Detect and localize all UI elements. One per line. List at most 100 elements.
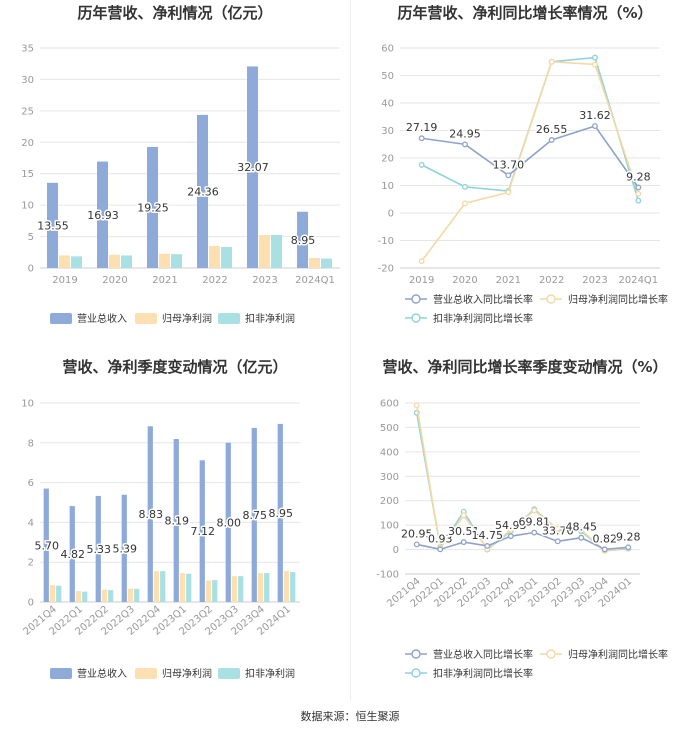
bar-revenue bbox=[121, 494, 127, 602]
bar-revenue bbox=[251, 427, 257, 603]
legend-marker bbox=[411, 649, 421, 659]
y-tick-label: 600 bbox=[380, 399, 399, 410]
series-point bbox=[462, 200, 468, 207]
y-tick-label: 20 bbox=[21, 138, 34, 149]
series-point bbox=[548, 58, 555, 65]
legend-label: 归母净利润 bbox=[162, 312, 212, 325]
y-tick-label: 300 bbox=[380, 472, 399, 483]
legend-label: 归母净利润同比增长率 bbox=[568, 648, 668, 661]
line-data-label: 26.55 bbox=[536, 123, 568, 136]
bar-deducted-profit bbox=[134, 588, 140, 602]
bar-revenue bbox=[97, 161, 108, 268]
y-tick-label: 15 bbox=[21, 169, 34, 180]
series-point bbox=[548, 137, 555, 143]
y-tick-label: 5 bbox=[28, 232, 34, 243]
series-point bbox=[418, 135, 425, 142]
annual-revenue-profit-svg: 历年营收、净利情况（亿元） 0 5 10 15 20 25 30 35 2019 2020 2021 2… bbox=[21, 4, 340, 325]
x-tick-label: 2020 bbox=[452, 275, 477, 286]
x-tick-label: 2022 bbox=[539, 275, 564, 286]
bar-deducted-profit bbox=[264, 573, 270, 602]
y-tick-label: 25 bbox=[21, 106, 34, 117]
y-tick-label: 0 bbox=[28, 264, 34, 275]
y-tick-label: -100 bbox=[376, 570, 399, 581]
bar-data-label: 5.70 bbox=[35, 539, 60, 552]
series-point bbox=[413, 541, 420, 548]
series-point bbox=[505, 172, 512, 179]
bar-data-label: 24.36 bbox=[187, 185, 219, 198]
bar-net-profit bbox=[49, 585, 56, 602]
quarterly-revenue-profit-chart: 营收、净利季度变动情况（亿元） 0 2 4 6 8 10 2021Q4 2022Q1 2022Q2… bbox=[0, 350, 350, 700]
series-point bbox=[413, 402, 420, 409]
bar-data-label: 8.75 bbox=[243, 509, 268, 522]
bar-deducted-profit bbox=[271, 235, 282, 268]
bar-data-label: 5.33 bbox=[87, 543, 112, 556]
bar-net-profit bbox=[109, 254, 120, 268]
y-tick-label: 30 bbox=[381, 126, 394, 137]
bar-net-profit bbox=[101, 589, 108, 602]
bar-net-profit bbox=[179, 573, 186, 602]
bar-net-profit bbox=[59, 255, 70, 268]
series-line-revenue-growth bbox=[416, 531, 629, 551]
bar-deducted-profit bbox=[238, 576, 244, 602]
annual-revenue-profit-chart: 历年营收、净利情况（亿元） 0 5 10 15 20 25 30 35 2019 2020 2021 2… bbox=[0, 0, 350, 345]
chart-title: 营收、净利同比增长率季度变动情况（%） bbox=[382, 358, 667, 376]
series-point bbox=[635, 190, 642, 197]
quarterly-growth-rate-svg: 营收、净利同比增长率季度变动情况（%） -100 0 100 200 300 400 500 6… bbox=[376, 358, 668, 680]
bar-deducted-profit bbox=[171, 254, 182, 268]
y-tick-label: 2 bbox=[28, 558, 34, 569]
legend-label: 营业总收入同比增长率 bbox=[433, 648, 533, 661]
bar-data-label: 13.55 bbox=[37, 219, 69, 232]
legend-swatch bbox=[135, 668, 157, 679]
legend-label: 营业总收入 bbox=[77, 312, 127, 325]
quarterly-growth-rate-chart: 营收、净利同比增长率季度变动情况（%） -100 0 100 200 300 400 500 6… bbox=[350, 350, 700, 700]
y-tick-label: 35 bbox=[21, 44, 34, 55]
line-data-label: 69.81 bbox=[519, 516, 551, 529]
series-point bbox=[531, 529, 538, 536]
y-tick-label: 50 bbox=[381, 71, 394, 82]
bar-revenue bbox=[225, 442, 231, 602]
bar-revenue bbox=[95, 495, 101, 602]
line-data-label: 27.19 bbox=[406, 121, 438, 134]
x-tick-label: 2024Q1 bbox=[618, 275, 658, 286]
legend-marker bbox=[411, 313, 421, 323]
bar-data-label: 5.39 bbox=[113, 542, 138, 555]
bar-deducted-profit bbox=[290, 572, 296, 602]
legend-marker bbox=[411, 668, 421, 678]
line-data-label: 54.93 bbox=[495, 519, 527, 532]
bar-deducted-profit bbox=[160, 571, 166, 602]
chart-title: 历年营收、净利同比增长率情况（%） bbox=[397, 4, 652, 22]
bar-deducted-profit bbox=[121, 255, 132, 268]
column-divider bbox=[350, 0, 351, 700]
y-tick-label: 100 bbox=[380, 521, 399, 532]
bar-data-label: 19.25 bbox=[137, 202, 169, 215]
bar-data-label: 7.12 bbox=[191, 525, 216, 538]
series-point bbox=[554, 538, 561, 545]
legend-label: 扣非净利润同比增长率 bbox=[433, 667, 533, 680]
series-point bbox=[484, 543, 491, 549]
line-data-label: 30.51 bbox=[448, 525, 480, 538]
legend-swatch bbox=[135, 313, 157, 324]
y-tick-label: 30 bbox=[21, 75, 34, 86]
bar-revenue bbox=[43, 488, 49, 602]
bar-deducted-profit bbox=[71, 256, 82, 268]
bar-revenue bbox=[197, 114, 208, 268]
y-tick-label: 0 bbox=[393, 545, 399, 556]
y-tick-label: 500 bbox=[380, 423, 399, 434]
bar-net-profit bbox=[257, 573, 264, 602]
bar-revenue bbox=[147, 426, 153, 602]
y-tick-label: 4 bbox=[28, 518, 34, 529]
x-tick-label: 2023 bbox=[582, 275, 607, 286]
data-source-note: 数据来源：恒生聚源 bbox=[300, 710, 400, 723]
bar-net-profit bbox=[75, 591, 82, 602]
y-tick-label: 0 bbox=[388, 209, 394, 220]
bar-revenue bbox=[69, 506, 75, 602]
series-point bbox=[578, 534, 585, 541]
legend-swatch bbox=[50, 313, 72, 324]
chart-title: 营收、净利季度变动情况（亿元） bbox=[62, 358, 287, 376]
series-line-revenue-growth bbox=[421, 125, 639, 188]
series-point bbox=[462, 141, 468, 148]
quarterly-revenue-profit-svg: 营收、净利季度变动情况（亿元）02468102021Q42022Q12022Q2… bbox=[21, 358, 300, 680]
bar-net-profit bbox=[231, 576, 238, 602]
bar-data-label: 32.07 bbox=[237, 161, 269, 174]
